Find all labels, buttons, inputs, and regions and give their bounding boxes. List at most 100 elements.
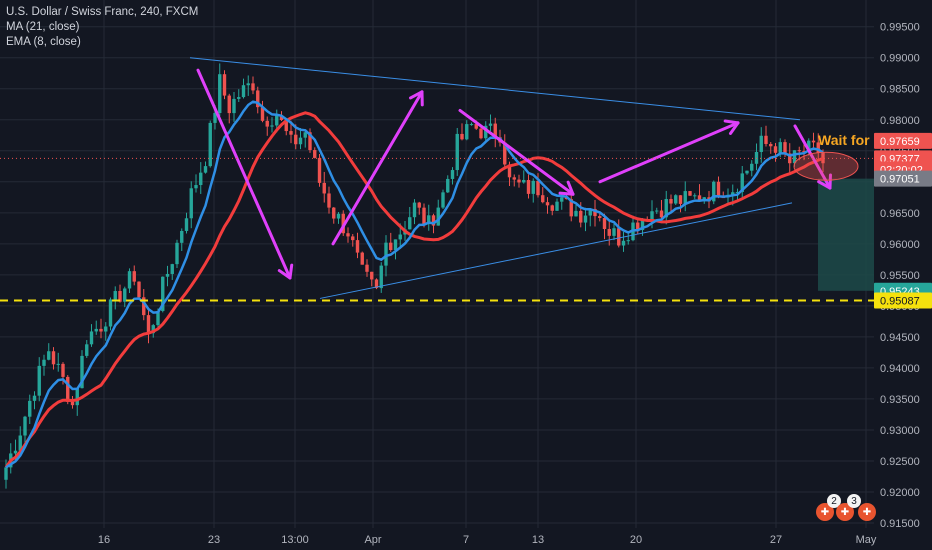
candle-body bbox=[365, 264, 369, 272]
candle-body bbox=[317, 157, 322, 183]
arrow-drawing[interactable] bbox=[598, 119, 740, 184]
price-tick-label: 0.98000 bbox=[880, 115, 920, 127]
price-axis[interactable] bbox=[874, 0, 932, 550]
candle-body bbox=[569, 199, 573, 217]
candle-body bbox=[545, 202, 550, 206]
badge-count-2[interactable]: 3 bbox=[847, 494, 861, 508]
flag-icon[interactable]: ✚ bbox=[836, 503, 854, 521]
candle-body bbox=[493, 123, 497, 138]
candle-body bbox=[393, 239, 398, 251]
candle-body bbox=[773, 146, 778, 153]
flag-icon[interactable]: ✚ bbox=[858, 503, 876, 521]
candle-body bbox=[70, 401, 75, 406]
price-tick-label: 0.96500 bbox=[880, 208, 920, 220]
time-tick-label: 7 bbox=[463, 534, 469, 546]
candle-body bbox=[123, 288, 127, 302]
candle-body bbox=[640, 219, 645, 231]
candle-body bbox=[811, 140, 816, 143]
badge-count-1[interactable]: 2 bbox=[827, 494, 841, 508]
candle-body bbox=[436, 207, 440, 226]
candle-body bbox=[512, 177, 516, 180]
candle-body bbox=[85, 344, 89, 356]
candle-body bbox=[284, 119, 288, 132]
candle-body bbox=[792, 150, 797, 164]
candle-body bbox=[636, 222, 640, 231]
target-zone bbox=[818, 178, 874, 291]
ema-legend[interactable]: EMA (8, close) bbox=[6, 36, 81, 48]
highlight-ellipse[interactable] bbox=[793, 151, 859, 181]
candle-body bbox=[13, 450, 18, 454]
candle-body bbox=[161, 276, 165, 311]
candle-body bbox=[655, 210, 659, 212]
candle-body bbox=[156, 310, 160, 326]
candle-body bbox=[203, 166, 208, 173]
candle-body bbox=[18, 435, 22, 451]
time-tick-label: 13 bbox=[532, 534, 544, 546]
candle-body bbox=[650, 211, 654, 222]
candle-body bbox=[764, 135, 768, 144]
candle-body bbox=[94, 328, 98, 332]
candle-body bbox=[37, 365, 41, 396]
candle-body bbox=[61, 363, 65, 377]
candle-body bbox=[417, 202, 421, 208]
candle-body bbox=[745, 170, 749, 174]
upper-trendline[interactable] bbox=[189, 57, 801, 121]
ma-legend[interactable]: MA (21, close) bbox=[6, 21, 80, 33]
candle-body bbox=[541, 195, 545, 203]
price-tick-label: 0.96000 bbox=[880, 239, 920, 251]
price-tick-label: 0.92500 bbox=[880, 456, 920, 468]
candle-body bbox=[218, 74, 222, 114]
candle-body bbox=[769, 143, 773, 147]
candle-body bbox=[194, 185, 198, 189]
candle-body bbox=[260, 107, 265, 121]
time-tick-label: May bbox=[856, 534, 877, 546]
candle-body bbox=[484, 125, 488, 139]
candle-body bbox=[289, 131, 293, 135]
candle-body bbox=[579, 210, 583, 223]
price-tick-label: 0.92000 bbox=[880, 487, 920, 499]
candle-body bbox=[422, 207, 426, 225]
candle-body bbox=[127, 271, 132, 289]
candle-body bbox=[778, 142, 782, 153]
candle-body bbox=[731, 192, 735, 195]
arrow-drawing[interactable] bbox=[793, 124, 832, 190]
price-tick-label: 0.95500 bbox=[880, 270, 920, 282]
candle-body bbox=[56, 363, 60, 365]
lower-trendline[interactable] bbox=[319, 202, 793, 299]
candle-body bbox=[180, 230, 184, 243]
svg-text:0.95087: 0.95087 bbox=[880, 295, 920, 307]
candle-body bbox=[222, 74, 227, 96]
candle-body bbox=[469, 124, 474, 126]
candle-body bbox=[683, 191, 687, 204]
candle-body bbox=[170, 264, 174, 274]
candle-body bbox=[621, 240, 626, 246]
candle-body bbox=[427, 215, 431, 225]
arrow-drawing[interactable] bbox=[331, 90, 424, 246]
candle-body bbox=[23, 416, 27, 436]
candle-body bbox=[374, 279, 379, 289]
arrow-drawing[interactable] bbox=[458, 108, 575, 196]
symbol-title[interactable]: U.S. Dollar / Swiss Franc, 240, FXCM bbox=[6, 6, 199, 18]
candle-body bbox=[626, 240, 630, 242]
candle-body bbox=[294, 134, 298, 145]
candle-body bbox=[237, 97, 241, 99]
candle-body bbox=[351, 236, 355, 241]
candle-body bbox=[332, 207, 336, 219]
candle-body bbox=[659, 210, 664, 218]
flag-icon[interactable]: ✚ bbox=[816, 503, 834, 521]
candle-body bbox=[51, 351, 56, 365]
candle-body bbox=[256, 90, 260, 108]
time-axis[interactable]: 16 23 13:00 Apr 7 13 20 27 May bbox=[0, 528, 877, 550]
candle-body bbox=[574, 210, 578, 217]
candle-body bbox=[4, 467, 8, 480]
arrow-drawing[interactable] bbox=[196, 68, 294, 280]
candle-body bbox=[593, 208, 597, 217]
candle-body bbox=[750, 163, 754, 171]
event-badges[interactable]: ✚ 2 ✚ 3 ✚ bbox=[814, 494, 876, 526]
price-tick-label: 0.93000 bbox=[880, 425, 920, 437]
svg-text:0.97051: 0.97051 bbox=[880, 174, 920, 186]
candle-body bbox=[583, 215, 588, 223]
candle-body bbox=[232, 98, 236, 114]
candle-body bbox=[279, 115, 284, 120]
